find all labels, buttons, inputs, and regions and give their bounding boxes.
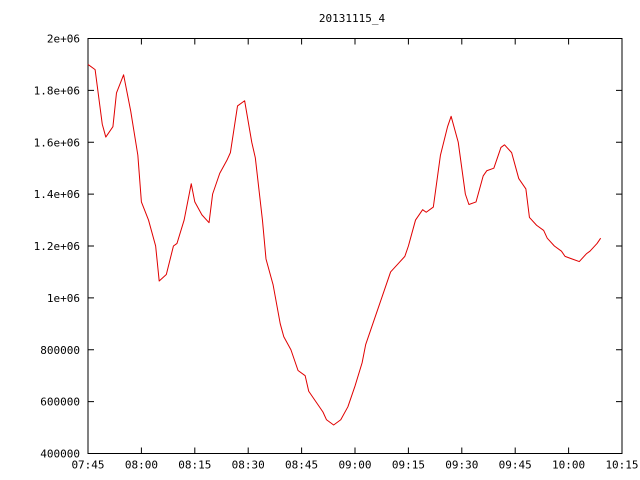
y-axis: 400000 600000 800000 1e+06 1.2e+06 1.4e+06 1.6… (34, 33, 622, 461)
series-group (87, 64, 602, 426)
y-tick-label: 1.6e+06 (34, 136, 80, 149)
y-tick-label: 1e+06 (47, 292, 80, 305)
x-tick-label: 09:30 (445, 459, 478, 472)
x-tick-label: 09:15 (392, 459, 425, 472)
y-tick-label: 400000 (40, 448, 80, 461)
x-tick-label: 09:00 (338, 459, 371, 472)
y-tick-label: 1.4e+06 (34, 188, 80, 201)
series-line (87, 64, 602, 426)
x-tick-label: 09:45 (499, 459, 532, 472)
x-tick-label: 08:30 (232, 459, 265, 472)
x-tick-label: 10:15 (605, 459, 638, 472)
x-tick-label: 10:00 (552, 459, 585, 472)
y-tick-label: 1.8e+06 (34, 84, 80, 97)
x-axis: 07:45 08:00 08:15 08:30 08:45 09:00 09:15 09:30… (71, 38, 639, 472)
x-tick-label: 08:45 (285, 459, 318, 472)
y-tick-label: 1.2e+06 (34, 240, 80, 253)
y-tick-label: 800000 (40, 344, 80, 357)
y-tick-label: 600000 (40, 396, 80, 409)
plot-frame (87, 38, 623, 454)
x-tick-label: 08:00 (125, 459, 158, 472)
chart-title: 20131115_4 (319, 12, 386, 25)
x-tick-label: 07:45 (71, 459, 104, 472)
x-tick-label: 08:15 (178, 459, 211, 472)
y-tick-label: 2e+06 (47, 33, 80, 46)
